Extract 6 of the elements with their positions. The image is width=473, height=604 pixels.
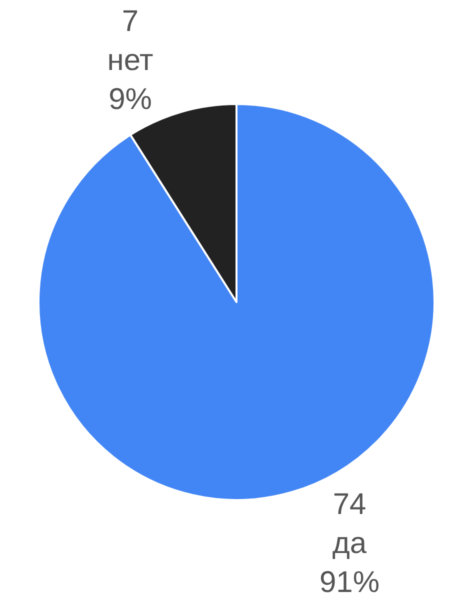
- data-label: 9%: [108, 83, 152, 116]
- text: 74: [332, 488, 366, 521]
- slice-label: да: [332, 526, 367, 560]
- slice-label: нет: [107, 44, 154, 78]
- data-label: 91%: [319, 566, 380, 599]
- text: 7: [122, 5, 139, 38]
